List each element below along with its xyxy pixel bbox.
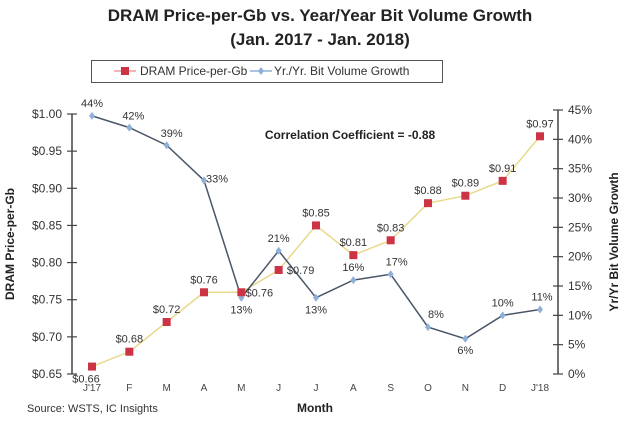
x-tick-label: J'17 <box>83 383 101 394</box>
growth-data-point <box>126 123 133 132</box>
growth-data-label: 11% <box>531 291 552 303</box>
growth-data-point <box>275 246 282 255</box>
x-tick-label: J <box>276 383 281 394</box>
price-data-point <box>461 191 470 200</box>
growth-data-label: 8% <box>428 309 444 321</box>
growth-data-label: 13% <box>305 305 327 317</box>
price-data-label: $0.91 <box>489 163 517 175</box>
growth-data-point <box>89 111 95 120</box>
growth-data-label: 10% <box>492 297 514 309</box>
x-tick-label: J'18 <box>531 383 549 394</box>
price-data-point <box>125 347 134 356</box>
x-tick-label: J <box>314 383 319 394</box>
source-note: Source: WSTS, IC Insights <box>27 403 158 415</box>
legend-growth-label: Yr./Yr. Bit Volume Growth <box>274 64 410 78</box>
x-tick-label: M <box>162 383 170 394</box>
growth-data-point <box>350 276 357 285</box>
growth-data-point <box>462 334 469 343</box>
growth-data-point <box>499 311 506 320</box>
left-tick-label: $0.70 <box>32 330 62 344</box>
x-tick-label: D <box>499 383 506 394</box>
right-tick-label: 0% <box>568 367 586 381</box>
price-data-point <box>237 288 246 297</box>
left-tick-label: $0.65 <box>32 367 62 381</box>
price-data-point <box>536 132 544 141</box>
left-axis-title: DRAM Price-per-Gb <box>3 188 17 300</box>
legend-price-label: DRAM Price-per-Gb <box>140 64 248 78</box>
growth-data-label: 16% <box>342 262 364 274</box>
growth-data-label: 42% <box>122 111 144 123</box>
right-tick-label: 5% <box>568 338 586 352</box>
price-data-label: $0.68 <box>116 334 144 346</box>
growth-data-label: 39% <box>161 128 183 140</box>
price-data-label: $0.76 <box>246 287 274 299</box>
x-tick-label: O <box>424 383 432 394</box>
growth-data-point <box>163 141 170 150</box>
right-tick-label: 15% <box>568 279 592 293</box>
right-tick-label: 30% <box>568 191 592 205</box>
left-tick-label: $0.90 <box>32 181 62 195</box>
growth-data-label: 33% <box>206 173 228 185</box>
right-tick-label: 35% <box>568 162 592 176</box>
correlation-annotation: Correlation Coefficient = -0.88 <box>265 128 436 142</box>
x-axis-title: Month <box>297 401 333 415</box>
x-tick-label: S <box>387 383 394 394</box>
price-data-point <box>498 176 507 185</box>
left-tick-label: $0.85 <box>32 218 62 232</box>
price-data-point <box>88 362 96 371</box>
growth-data-point <box>313 293 319 302</box>
growth-data-label: 6% <box>457 345 473 357</box>
legend: DRAM Price-per-Gb Yr./Yr. Bit Volume Gro… <box>91 60 443 83</box>
price-data-point <box>424 199 432 208</box>
chart-subtitle: (Jan. 2017 - Jan. 2018) <box>230 30 410 49</box>
growth-data-point <box>387 270 394 279</box>
right-tick-label: 20% <box>568 250 592 264</box>
chart-title: DRAM Price-per-Gb vs. Year/Year Bit Volu… <box>107 6 533 25</box>
price-data-label: $0.81 <box>340 237 368 249</box>
growth-data-label: 17% <box>386 256 408 268</box>
left-tick-label: $0.95 <box>32 144 62 158</box>
price-data-point <box>162 318 171 326</box>
price-data-point <box>386 236 395 245</box>
right-tick-label: 45% <box>568 103 592 117</box>
price-data-point <box>349 251 358 260</box>
growth-data-label: 21% <box>268 233 290 245</box>
left-tick-label: $0.75 <box>32 293 62 307</box>
legend-price-marker <box>121 67 129 75</box>
price-data-label: $0.79 <box>287 265 315 277</box>
right-tick-label: 40% <box>568 132 592 146</box>
legend-growth-marker <box>258 67 264 75</box>
x-tick-label: A <box>350 383 357 394</box>
right-tick-label: 10% <box>568 308 592 322</box>
growth-data-point <box>201 176 207 185</box>
price-data-label: $0.72 <box>153 304 181 316</box>
right-tick-label: 25% <box>568 220 592 234</box>
price-data-label: $0.83 <box>377 222 405 234</box>
x-tick-label: N <box>462 383 469 394</box>
growth-data-label: 13% <box>230 305 252 317</box>
x-tick-label: M <box>237 383 245 394</box>
growth-data-point <box>425 323 431 332</box>
price-data-point <box>274 266 283 274</box>
price-series-line <box>91 135 541 368</box>
x-tick-label: A <box>201 383 208 394</box>
x-tick-label: F <box>126 383 132 394</box>
price-data-label: $0.76 <box>190 274 218 286</box>
price-data-label: $0.66 <box>72 374 100 386</box>
price-data-label: $0.89 <box>452 178 480 190</box>
growth-data-label: 44% <box>81 98 103 110</box>
price-data-label: $0.85 <box>302 207 330 219</box>
left-tick-label: $1.00 <box>32 107 62 121</box>
growth-data-point <box>537 305 543 314</box>
right-axis-title: Yr/Yr Bit Volume Growth <box>607 172 621 311</box>
price-data-point <box>312 221 320 230</box>
price-data-label: $0.88 <box>414 185 442 197</box>
price-data-point <box>200 288 208 297</box>
price-data-label: $0.97 <box>526 118 554 130</box>
left-tick-label: $0.80 <box>32 256 62 270</box>
